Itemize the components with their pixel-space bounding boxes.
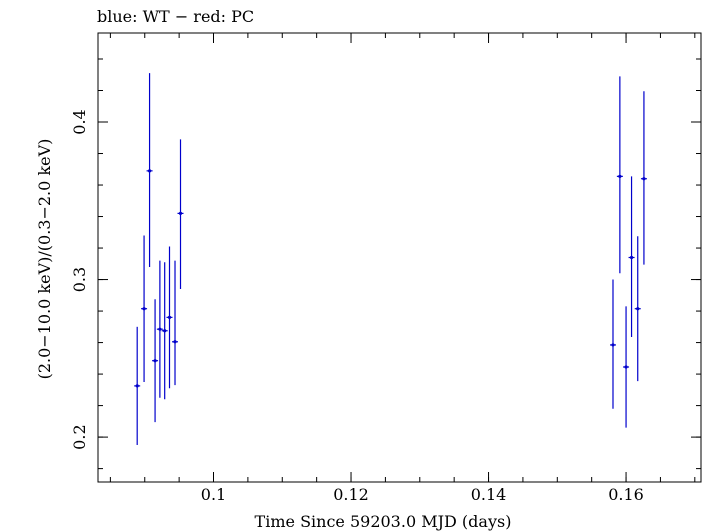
data-point bbox=[172, 260, 179, 386]
data-point bbox=[166, 246, 173, 389]
y-tick-label: 0.2 bbox=[70, 424, 89, 449]
data-point bbox=[623, 306, 630, 428]
x-tick-label: 0.14 bbox=[471, 485, 507, 504]
data-point bbox=[609, 279, 616, 409]
point-marker bbox=[178, 211, 183, 215]
plot-area bbox=[97, 32, 702, 483]
point-marker bbox=[629, 255, 634, 260]
x-tick-label: 0.1 bbox=[201, 485, 226, 504]
point-marker bbox=[163, 329, 167, 333]
x-axis-label: Time Since 59203.0 MJD (days) bbox=[255, 512, 512, 531]
point-marker bbox=[618, 174, 622, 178]
y-tick-label: 0.4 bbox=[70, 109, 89, 134]
point-marker bbox=[142, 307, 146, 311]
data-point bbox=[152, 299, 159, 423]
data-point bbox=[177, 139, 184, 290]
data-point bbox=[156, 260, 163, 398]
data-point bbox=[628, 176, 635, 338]
data-point bbox=[640, 91, 647, 265]
point-marker bbox=[153, 359, 157, 363]
x-tick-label: 0.12 bbox=[333, 485, 369, 504]
point-marker bbox=[624, 365, 628, 369]
point-marker bbox=[135, 384, 139, 388]
plot-frame bbox=[97, 32, 702, 483]
data-point bbox=[134, 326, 141, 445]
data-point bbox=[146, 73, 153, 267]
data-point bbox=[616, 76, 623, 274]
axes: 0.1 0.12 0.14 0.16 0.2 0.3 0.4 bbox=[70, 33, 701, 504]
data-point bbox=[634, 236, 641, 382]
point-marker bbox=[173, 340, 177, 344]
point-marker bbox=[167, 315, 172, 319]
point-marker bbox=[636, 307, 640, 311]
chart-title: blue: WT − red: PC bbox=[97, 7, 254, 26]
data-series bbox=[134, 73, 647, 445]
data-point bbox=[141, 235, 148, 382]
y-tick-label: 0.3 bbox=[70, 267, 89, 292]
point-marker bbox=[611, 343, 615, 347]
point-marker bbox=[642, 177, 646, 181]
x-tick-label: 0.16 bbox=[608, 485, 644, 504]
y-axis-label: (2.0−10.0 keV)/(0.3−2.0 keV) bbox=[35, 139, 54, 380]
point-marker bbox=[147, 169, 152, 173]
data-point bbox=[161, 262, 168, 400]
point-marker bbox=[158, 327, 162, 331]
